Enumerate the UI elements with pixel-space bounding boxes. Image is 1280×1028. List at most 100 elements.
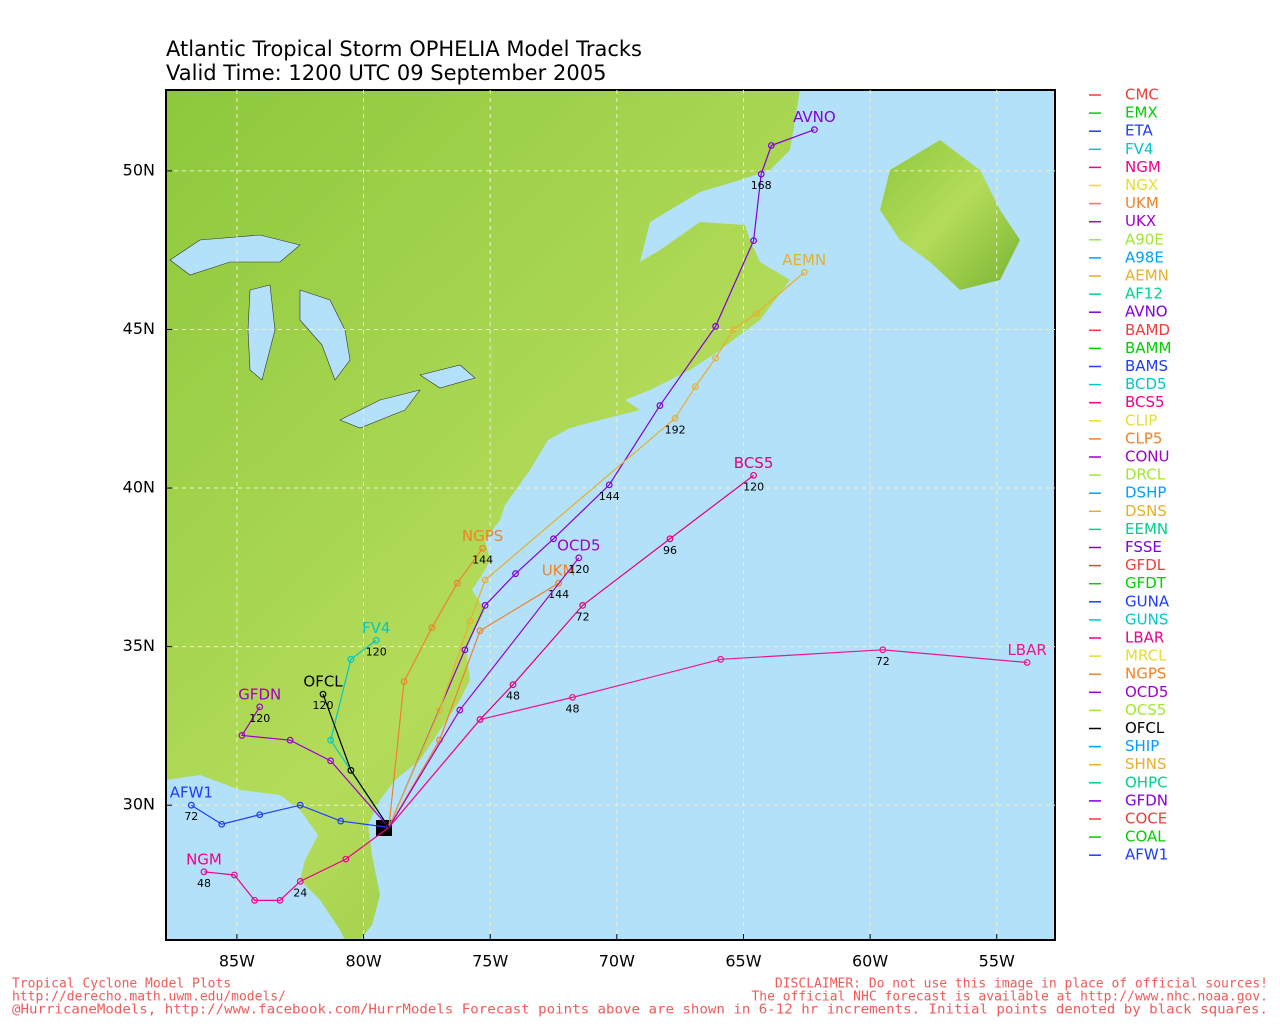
track-point: [476, 716, 484, 723]
model-name-label: BCS5: [734, 454, 774, 472]
track-point: [327, 736, 335, 744]
footer-text: The official NHC forecast is available a…: [751, 990, 1268, 1005]
legend-label: FSSE: [1125, 538, 1162, 556]
forecast-hour-label: 144: [548, 588, 569, 601]
x-tick-label: 55W: [979, 952, 1015, 971]
track-point: [712, 322, 720, 330]
lake-huron: [299, 289, 351, 381]
legend-label: UKM: [1125, 194, 1159, 212]
x-tick-label: 75W: [472, 952, 508, 971]
forecast-hour-label: 48: [506, 690, 520, 703]
model-name-label: AVNO: [793, 108, 836, 126]
track-point: [347, 766, 355, 774]
legend-label: CLP5: [1125, 429, 1162, 447]
initial-points: [376, 820, 392, 836]
grid: [166, 90, 1055, 940]
track-point: [327, 757, 335, 765]
model-name-label: AEMN: [782, 251, 826, 269]
track-point: [453, 579, 461, 587]
legend-label: DSNS: [1125, 502, 1167, 520]
track-line: [203, 826, 390, 901]
x-tick-label: 70W: [599, 952, 635, 971]
legend-label: GUNA: [1125, 592, 1170, 610]
track-point: [752, 310, 760, 318]
model-name-label: NGPS: [462, 527, 503, 545]
track-point: [256, 703, 264, 711]
legend-label: SHNS: [1125, 755, 1167, 773]
model-name-label: LBAR: [1007, 641, 1046, 659]
forecast-hour-label: 120: [249, 712, 270, 725]
forecast-hour-label: 120: [313, 699, 334, 712]
chart-title: Atlantic Tropical Storm OPHELIA Model Tr…: [166, 37, 642, 61]
legend-label: A90E: [1125, 230, 1164, 248]
model-name-label: NGM: [186, 850, 222, 868]
forecast-hour-label: 120: [366, 645, 387, 658]
legend-label: ETA: [1125, 122, 1153, 140]
forecast-hour-label: 72: [876, 655, 890, 668]
track-line: [388, 557, 580, 828]
y-tick-label: 50N: [123, 160, 155, 179]
legend-label: AF12: [1125, 285, 1163, 303]
track-point: [555, 579, 562, 587]
track-point: [757, 170, 765, 178]
atlantic-ocean: [360, 90, 1055, 940]
footer-text: Tropical Cyclone Model Plots: [12, 977, 231, 992]
track-point: [456, 706, 464, 714]
legend-label: CMC: [1125, 86, 1159, 104]
tracks: 144 168 AVNO 48 72 96 120 BCS5 48 72 LBAR 24 48 NGM 72…: [170, 108, 1047, 904]
x-tick-label: 60W: [852, 952, 888, 971]
legend-label: BCS5: [1125, 393, 1165, 411]
track-point: [230, 871, 238, 879]
forecast-hour-label: 48: [566, 702, 580, 715]
lake-michigan: [247, 284, 276, 381]
legend-label: NGPS: [1125, 665, 1166, 683]
forecast-hour-label: 96: [663, 544, 677, 557]
legend-label: OFCL: [1125, 719, 1165, 737]
legend-label: UKX: [1125, 212, 1156, 230]
forecast-hour-label: 72: [576, 610, 590, 623]
legend-label: NGX: [1125, 176, 1158, 194]
track-point: [466, 617, 474, 625]
track-point: [218, 820, 226, 828]
track-line: [322, 693, 390, 828]
newfoundland: [880, 140, 1020, 290]
x-tick-label: 65W: [725, 952, 761, 971]
legend-label: CONU: [1125, 448, 1169, 466]
track-point: [810, 126, 818, 134]
basemap: [166, 90, 1055, 940]
footer-text: @HurricaneModels, http://www.facebook.co…: [12, 1003, 1268, 1018]
track-point: [750, 237, 758, 245]
track-point: [400, 678, 408, 685]
legend-label: DRCL: [1125, 466, 1166, 484]
track-point: [476, 627, 484, 635]
legend-label: OCS5: [1125, 701, 1166, 719]
track-point: [481, 576, 489, 584]
y-tick-label: 40N: [123, 478, 155, 497]
legend-label: NGM: [1125, 158, 1161, 176]
forecast-hour-label: 120: [743, 480, 764, 493]
track-line: [388, 649, 1028, 828]
y-tick-label: 35N: [123, 636, 155, 655]
track-line: [388, 547, 484, 828]
model-name-label: UKM: [542, 562, 576, 580]
track-point: [509, 681, 517, 689]
legend-label: GFDT: [1125, 574, 1167, 592]
legend-label: FV4: [1125, 140, 1153, 158]
legend-label: AEMN: [1125, 267, 1169, 285]
track-line: [388, 582, 559, 828]
forecast-hour-label: 72: [184, 810, 198, 823]
legend-label: GFDL: [1125, 556, 1166, 574]
legend-label: AVNO: [1125, 303, 1168, 321]
track-point: [286, 736, 294, 744]
track-point: [461, 646, 469, 654]
forecast-hour-label: 144: [599, 490, 620, 503]
track-point: [296, 877, 304, 885]
track-point: [550, 535, 557, 543]
y-tick-label: 30N: [123, 795, 155, 814]
track-point: [671, 414, 679, 422]
track-point: [238, 732, 246, 739]
forecast-hour-label: 120: [568, 563, 589, 576]
legend-label: AFW1: [1125, 846, 1168, 864]
